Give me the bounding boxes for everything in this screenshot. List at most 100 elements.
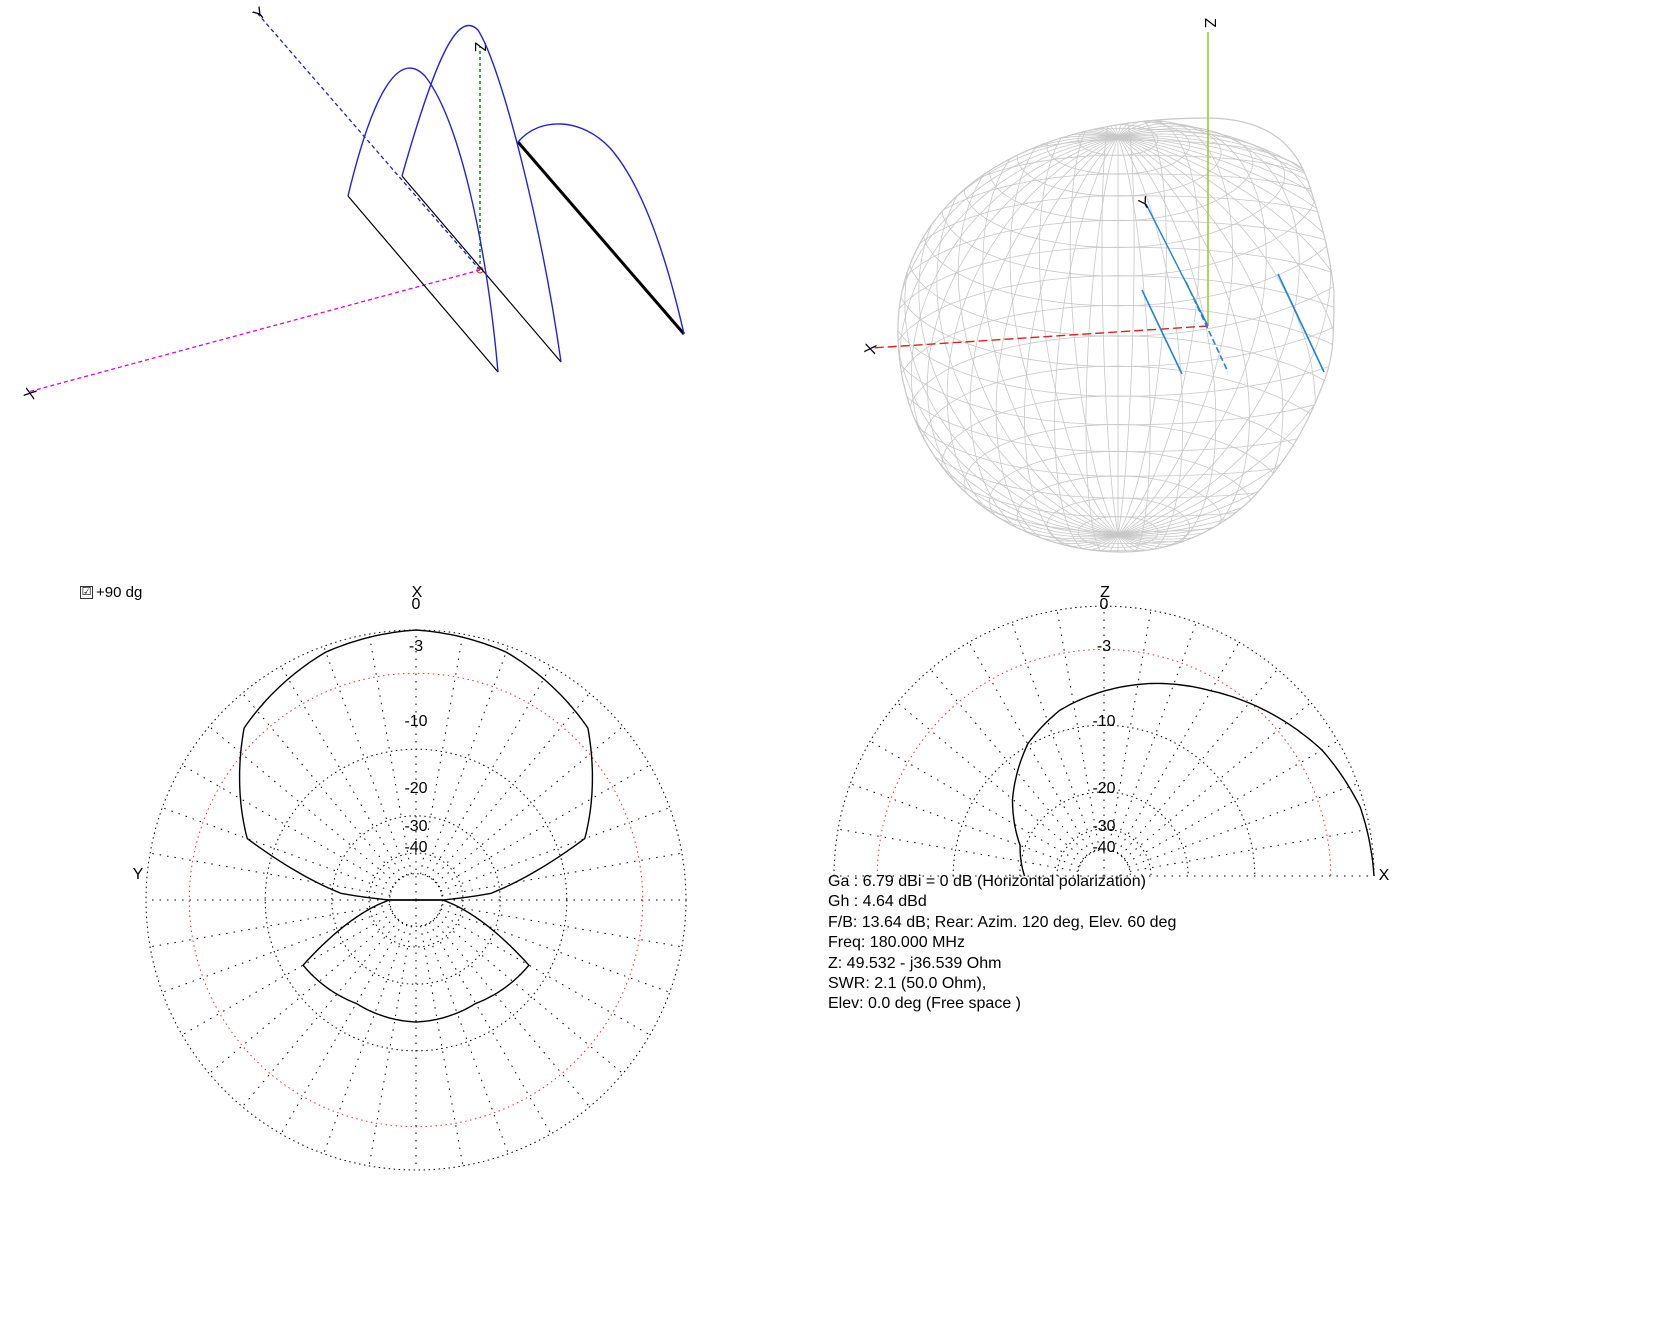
driven-element-wire [401,175,562,363]
azimuth-rear-lobe [302,899,530,1023]
elevation-polar-grid [833,605,1375,877]
az-spoke [420,634,464,875]
plus90-checkbox[interactable]: ☑ [80,586,93,599]
pattern-axis-z-label: Z [1201,18,1218,28]
az-spoke [150,904,391,948]
az-spoke [424,924,509,1154]
front-back-line: F/B: 13.64 dB; Rear: Azim. 120 deg, Elev… [828,913,1177,931]
az-ring-label-40: -40 [404,839,427,856]
az-axis-left-label: Y [133,866,144,883]
az-spoke [181,764,394,888]
az-ring-3db [188,672,644,1128]
az-axis-top-label: X [412,584,423,601]
el-spoke [1112,622,1197,852]
el-ring-30db [1056,828,1152,877]
az-spoke [432,919,590,1108]
elevation-ring-labels: 0 -3 -10 -20 -30 -40 Z X [1092,584,1389,884]
az-spoke [162,908,392,993]
mesh-longitude-line [897,136,1119,536]
az-spoke [242,919,400,1108]
az-spoke [420,925,464,1166]
model-axis-y [257,13,481,271]
el-ring-label-0: 0 [1100,596,1109,613]
pattern-axis-x [871,325,1209,349]
az-spoke [441,904,682,948]
pattern-reflector [1141,289,1183,375]
mesh-longitude-line [1117,136,1334,543]
el-spoke [896,702,1085,860]
swr-line: SWR: 2.1 (50.0 Ohm), [828,975,987,993]
az-spoke [181,912,394,1036]
mesh-longitude-line [1117,123,1267,536]
pattern-axis-y [1145,203,1209,327]
el-ring-label-30: -30 [1092,818,1115,835]
el-spoke [1128,783,1358,868]
el-ring-label-20: -20 [1092,780,1115,797]
az-spoke [280,665,404,878]
el-ring-label-3: -3 [1097,638,1111,655]
el-ring-10db [952,724,1256,877]
gain-line: Ga : 6.79 dBi = 0 dB (Horizontal polariz… [828,873,1146,890]
az-spoke [435,916,624,1074]
el-spoke [1123,702,1312,860]
plus90-toggle[interactable]: ☑ +90 dg [80,584,142,601]
az-ring-label-0: 0 [412,596,421,613]
plus90-label: +90 dg [96,584,143,601]
az-spoke [208,726,397,884]
reflector-current [347,67,499,373]
el-axis-right-label: X [1379,867,1390,884]
model-axis-x-label: X [21,386,41,402]
az-ring-label-10: -10 [404,713,427,730]
mesh-longitude-line [1117,119,1200,536]
pattern-driven [1185,281,1229,373]
driven-current [401,24,562,363]
az-ring-0db [145,629,687,1171]
az-spoke [323,924,408,1154]
mesh-longitude-line [1085,136,1119,552]
az-spoke [424,646,509,876]
az-ring-label-30: -30 [404,818,427,835]
azimuth-polar-grid [145,629,687,1171]
az-spoke [368,634,412,875]
el-spoke [1011,622,1096,852]
az-ring-label-20: -20 [404,780,427,797]
el-ring-label-40: -40 [1092,839,1115,856]
elevation-line: Elev: 0.0 deg (Free space ) [828,995,1021,1013]
az-ring-20db [331,815,501,985]
az-spoke [428,665,552,878]
model-axis-x [27,269,481,393]
el-ring-label-10: -10 [1092,713,1115,730]
az-spoke [150,852,391,896]
pattern-3d-view: Z X Y [862,18,1335,553]
az-ring-30db [368,852,464,948]
az-spoke [438,912,651,1036]
gain-dbd-line: Gh : 4.64 dBd [828,893,927,911]
model-axis-y-label: Y [250,4,269,24]
mesh-longitude-line [1117,135,1334,536]
pattern-axis-x-label: X [862,342,881,356]
director-wire [516,141,686,335]
azimuth-pattern [238,629,594,1023]
mesh-latitude-line [907,335,1334,499]
el-spoke [1129,828,1370,872]
mesh-longitude-line [1117,118,1135,536]
pattern-3d-mesh [897,118,1334,552]
az-spoke [242,692,400,881]
impedance-line: Z: 49.532 - j36.539 Ohm [828,954,1002,972]
mesh-longitude-line [1117,125,1300,536]
el-axis-top-label: Z [1100,584,1110,601]
mesh-longitude-line [946,136,1119,545]
az-spoke [368,925,412,1166]
az-spoke [440,807,670,892]
results-panel: Ga : 6.79 dBi = 0 dB (Horizontal polariz… [828,872,1176,1015]
el-spoke [869,740,1082,864]
mesh-longitude-line [1117,136,1334,536]
el-spoke [1056,610,1100,851]
mesh-longitude-line [1009,121,1119,536]
frequency-line: Freq: 180.000 MHz [828,934,965,952]
reflector-wire [347,195,499,373]
mesh-longitude-line [1117,131,1334,536]
elevation-pattern [1011,682,1375,877]
el-ring-40db [1077,849,1131,877]
